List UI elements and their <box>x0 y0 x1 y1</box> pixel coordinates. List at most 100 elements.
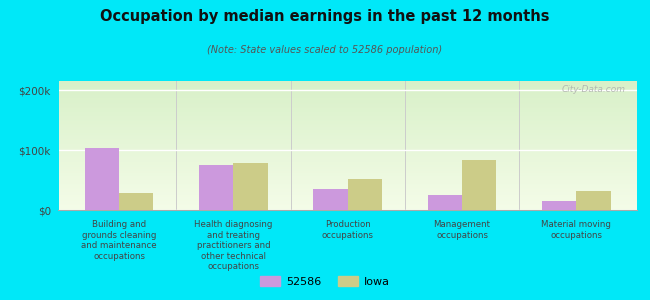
Bar <box>58 81 637 82</box>
Bar <box>58 139 637 140</box>
Bar <box>119 193 153 210</box>
Bar <box>58 149 637 151</box>
Bar <box>58 133 637 134</box>
Bar <box>58 165 637 166</box>
Bar <box>58 85 637 86</box>
Text: Occupation by median earnings in the past 12 months: Occupation by median earnings in the pas… <box>100 9 550 24</box>
Bar <box>58 148 637 149</box>
Bar <box>58 117 637 118</box>
Bar <box>58 191 637 192</box>
Bar <box>58 169 637 170</box>
Bar <box>58 95 637 97</box>
Bar <box>58 146 637 147</box>
Bar <box>58 97 637 98</box>
Bar <box>58 94 637 95</box>
Bar <box>58 118 637 120</box>
Bar <box>58 108 637 110</box>
Bar <box>58 174 637 175</box>
Bar <box>58 176 637 178</box>
Bar <box>58 93 637 94</box>
Bar <box>313 189 348 210</box>
Bar <box>58 157 637 158</box>
Bar <box>58 188 637 189</box>
Bar <box>58 143 637 144</box>
Bar <box>58 136 637 138</box>
Bar <box>58 124 637 125</box>
Bar <box>58 185 637 187</box>
Bar <box>58 183 637 184</box>
Bar <box>199 165 233 210</box>
Bar <box>58 180 637 181</box>
Bar <box>58 112 637 113</box>
Bar <box>58 116 637 117</box>
Bar <box>58 160 637 161</box>
Bar <box>58 198 637 200</box>
Bar <box>58 184 637 185</box>
Bar <box>58 135 637 136</box>
Bar <box>58 138 637 139</box>
Bar <box>58 113 637 115</box>
Bar <box>58 122 637 124</box>
Bar <box>58 121 637 122</box>
Bar <box>462 160 497 210</box>
Bar <box>58 102 637 103</box>
Bar <box>58 207 637 209</box>
Bar <box>58 179 637 180</box>
Bar <box>58 178 637 179</box>
Bar <box>58 89 637 90</box>
Bar <box>58 88 637 89</box>
Bar <box>542 201 577 210</box>
Bar <box>58 90 637 91</box>
Bar <box>348 179 382 210</box>
Bar <box>58 151 637 152</box>
Bar <box>58 175 637 176</box>
Bar <box>58 170 637 171</box>
Bar <box>58 147 637 148</box>
Bar <box>58 162 637 164</box>
Bar <box>58 100 637 102</box>
Bar <box>58 167 637 169</box>
Text: (Note: State values scaled to 52586 population): (Note: State values scaled to 52586 popu… <box>207 45 443 55</box>
Bar <box>58 144 637 145</box>
Bar <box>58 197 637 198</box>
Bar <box>58 142 637 143</box>
Bar <box>58 203 637 205</box>
Bar <box>58 209 637 210</box>
Bar <box>58 161 637 162</box>
Bar <box>58 189 637 191</box>
Bar <box>58 201 637 202</box>
Bar <box>58 171 637 172</box>
Bar <box>58 140 637 142</box>
Bar <box>58 134 637 135</box>
Text: City-Data.com: City-Data.com <box>562 85 625 94</box>
Bar <box>58 154 637 156</box>
Bar <box>58 131 637 133</box>
Bar <box>58 111 637 112</box>
Bar <box>58 182 637 183</box>
Bar <box>58 86 637 88</box>
Bar <box>58 156 637 157</box>
Bar <box>58 194 637 196</box>
Bar <box>58 187 637 188</box>
Bar <box>58 192 637 193</box>
Bar <box>58 152 637 153</box>
Bar <box>58 126 637 128</box>
Bar <box>58 120 637 121</box>
Bar <box>58 196 637 197</box>
Bar <box>58 110 637 111</box>
Bar <box>58 106 637 107</box>
Bar <box>58 172 637 174</box>
Bar <box>58 84 637 85</box>
Bar <box>58 164 637 165</box>
Bar <box>58 128 637 129</box>
Bar <box>84 148 119 210</box>
Bar <box>58 104 637 106</box>
Bar <box>58 153 637 154</box>
Legend: 52586, Iowa: 52586, Iowa <box>256 272 394 291</box>
Bar <box>58 107 637 108</box>
Bar <box>233 163 268 210</box>
Bar <box>58 205 637 206</box>
Bar <box>58 99 637 100</box>
Bar <box>58 202 637 203</box>
Bar <box>58 103 637 104</box>
